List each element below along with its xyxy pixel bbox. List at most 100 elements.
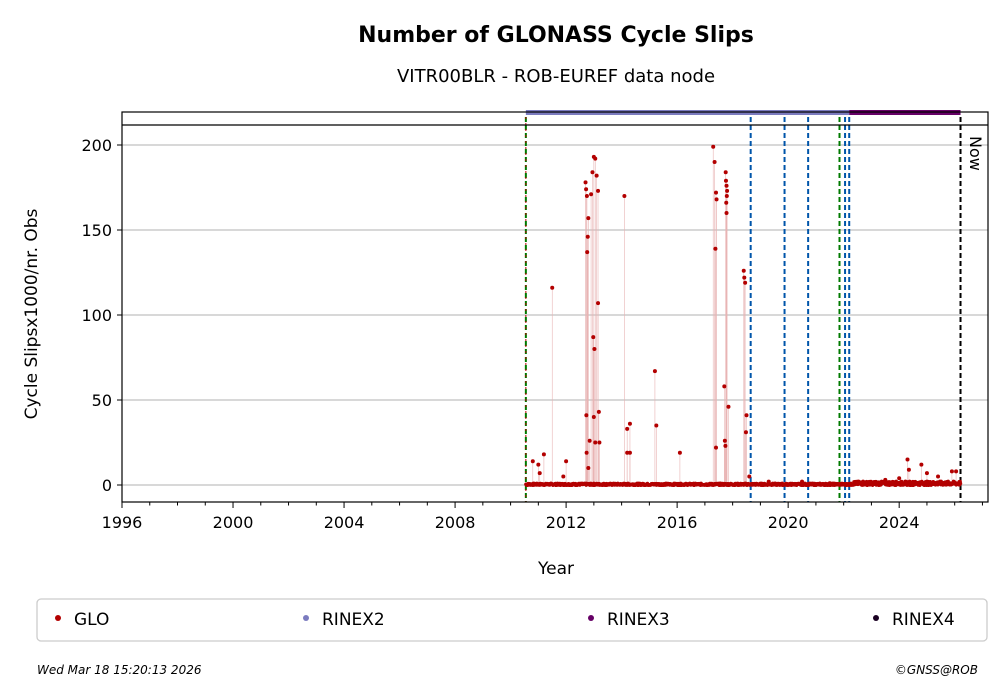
- y-axis-ticks: 0 50 100 150 200: [81, 136, 122, 495]
- x-tick-label: 2016: [657, 513, 698, 532]
- x-tick-label: 2020: [768, 513, 809, 532]
- glo-point: [711, 144, 716, 149]
- y-tick-label: 0: [102, 476, 112, 495]
- glo-point: [586, 216, 591, 221]
- glo-point: [591, 415, 596, 419]
- glo-point: [713, 445, 718, 450]
- glo-point: [743, 430, 748, 435]
- x-tick-label: 2000: [213, 513, 254, 532]
- x-tick-label: 1996: [102, 513, 143, 532]
- glo-point: [924, 471, 929, 476]
- glo-point: [724, 200, 729, 205]
- legend-marker-rinex3: [588, 615, 594, 621]
- glo-point: [741, 268, 746, 273]
- glo-point: [561, 474, 566, 479]
- legend-label-rinex2: RINEX2: [322, 610, 385, 630]
- glo-point: [586, 466, 591, 470]
- glo-point: [585, 250, 590, 255]
- glo-point: [525, 483, 530, 487]
- y-tick-label: 100: [81, 306, 112, 325]
- glo-point: [713, 190, 718, 195]
- glo-point: [593, 156, 598, 161]
- glo-point: [592, 347, 597, 351]
- glo-point: [584, 450, 589, 455]
- glo-point: [587, 438, 592, 443]
- x-axis-ticks: 1996 2000 2004 2008 2012 2016 2020 2024: [102, 502, 983, 532]
- glo-point: [530, 459, 535, 464]
- x-tick-label: 2012: [546, 513, 587, 532]
- glo-point: [677, 450, 682, 455]
- y-axis-label: Cycle Slipsx1000/nr. Obs: [22, 208, 42, 419]
- glo-point: [596, 409, 601, 414]
- footer-copyright: ©GNSS@ROB: [895, 663, 978, 677]
- glo-point: [583, 180, 588, 185]
- glo-point: [536, 462, 541, 467]
- x-axis-label: Year: [537, 559, 574, 579]
- glo-point: [897, 476, 902, 481]
- baseline-points: [524, 479, 963, 488]
- x-tick-label: 2004: [324, 513, 365, 532]
- glo-point: [597, 440, 602, 445]
- legend-marker-rinex4: [873, 615, 879, 621]
- glo-point: [723, 443, 728, 448]
- glo-point: [949, 469, 954, 474]
- glo-point: [905, 457, 910, 462]
- glo-point: [726, 404, 731, 409]
- x-tick-label: 2024: [879, 513, 920, 532]
- glo-point: [596, 301, 601, 306]
- glo-point: [861, 479, 866, 484]
- glo-point: [593, 440, 598, 445]
- glo-point: [564, 459, 569, 464]
- legend-label-glo: GLO: [74, 610, 109, 630]
- legend-label-rinex3: RINEX3: [607, 610, 670, 630]
- y-tick-label: 200: [81, 136, 112, 155]
- glo-point: [627, 421, 632, 426]
- glo-point: [800, 479, 805, 484]
- glo-point: [627, 450, 632, 455]
- glo-point: [766, 479, 771, 484]
- glo-point: [712, 160, 717, 164]
- baseline-point: [958, 481, 963, 486]
- legend: GLO RINEX2 RINEX3 RINEX4: [55, 610, 955, 630]
- glo-point: [541, 452, 546, 457]
- glo-point: [625, 450, 630, 455]
- glo-point: [723, 170, 728, 175]
- chart-title: Number of GLONASS Cycle Slips: [358, 23, 754, 48]
- glo-point: [585, 234, 590, 239]
- legend-label-rinex4: RINEX4: [892, 610, 955, 630]
- glo-point: [652, 369, 657, 374]
- footer-timestamp: Wed Mar 18 15:20:13 2026: [37, 663, 202, 677]
- chart-subtitle: VITR00BLR - ROB-EUREF data node: [397, 66, 715, 87]
- glo-point: [550, 285, 555, 290]
- glo-point: [591, 335, 596, 340]
- y-tick-label: 150: [81, 221, 112, 240]
- now-label: Now: [966, 136, 985, 171]
- plot-frame: [121, 111, 989, 503]
- x-tick-label: 2008: [435, 513, 476, 532]
- glo-point: [589, 192, 594, 197]
- glo-point: [584, 413, 589, 418]
- glo-point: [714, 197, 719, 202]
- glo-point: [906, 467, 911, 472]
- glo-point: [725, 188, 730, 193]
- glo-point: [537, 471, 542, 476]
- glo-point: [936, 474, 941, 479]
- glo-point: [827, 481, 832, 486]
- point-stems: [532, 146, 957, 485]
- glo-point: [594, 173, 599, 178]
- glo-point: [724, 183, 729, 188]
- glo-point: [590, 170, 595, 175]
- glo-point: [622, 194, 627, 198]
- glo-point: [747, 474, 752, 479]
- glo-point: [722, 384, 727, 389]
- glo-point: [584, 194, 589, 198]
- glo-point: [724, 211, 729, 215]
- glo-point: [742, 275, 747, 280]
- glo-point: [723, 178, 728, 183]
- glo-point: [584, 187, 589, 192]
- glo-point: [724, 194, 729, 198]
- glo-point: [722, 438, 727, 443]
- legend-marker-glo: [55, 615, 61, 621]
- glo-point: [654, 423, 659, 428]
